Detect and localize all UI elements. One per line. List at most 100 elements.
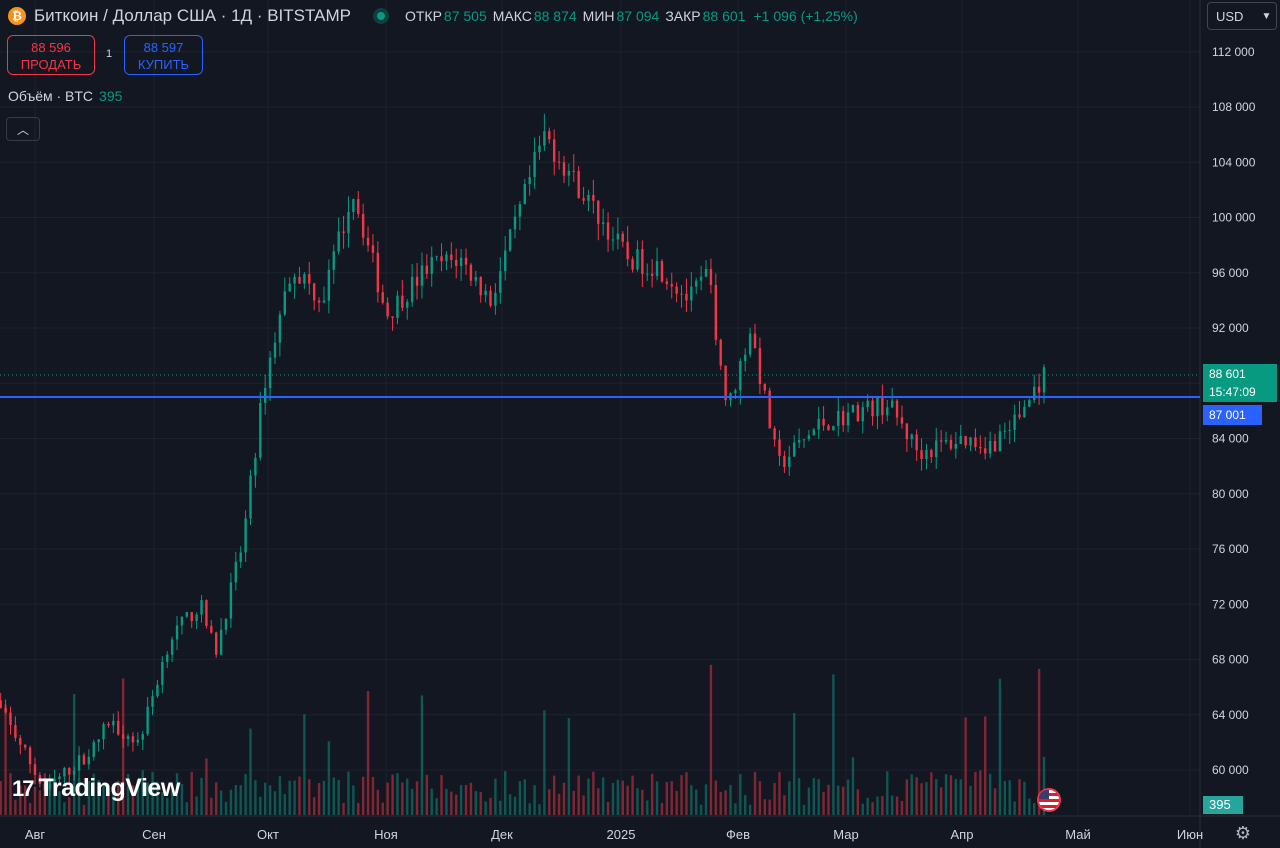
candle-body xyxy=(303,274,306,284)
ohlc-legend: ОТКР 87 505 МАКС 88 874 МИН 87 094 ЗАКР 88 6… xyxy=(405,8,858,24)
volume-bar xyxy=(283,794,286,815)
volume-bar xyxy=(939,787,943,815)
currency-select[interactable]: USD ▼ xyxy=(1207,2,1277,30)
candle-body xyxy=(616,233,620,240)
candle-body xyxy=(195,614,198,622)
candle-body xyxy=(959,436,962,444)
volume-bar xyxy=(58,791,61,815)
volume-bar xyxy=(293,780,296,815)
volume-bar xyxy=(631,775,634,815)
candle-body xyxy=(107,723,110,726)
volume-bar xyxy=(993,788,997,815)
volume-bar xyxy=(14,799,17,815)
candle-body xyxy=(768,390,771,429)
candle-body xyxy=(293,276,296,284)
tradingview-logo[interactable]: 17 TradingView xyxy=(12,774,180,803)
tradingview-logo-text: TradingView xyxy=(38,774,180,802)
volume-bar xyxy=(886,771,889,815)
us-flag-icon[interactable] xyxy=(1037,788,1061,812)
candle-body xyxy=(357,199,360,214)
candle-body xyxy=(156,684,159,697)
candle-body xyxy=(631,259,634,270)
volume-bar xyxy=(381,802,384,815)
volume-bar xyxy=(709,664,713,815)
x-tick-label: Дек xyxy=(491,827,513,842)
close-label: ЗАКР xyxy=(665,8,701,24)
volume-bar xyxy=(587,778,590,815)
candle-body xyxy=(1037,386,1041,393)
volume-bar xyxy=(308,779,311,815)
volume-bar xyxy=(484,801,487,815)
candle-body xyxy=(97,739,100,743)
candle-body xyxy=(347,212,350,234)
candle-body xyxy=(792,442,796,457)
candle-body xyxy=(401,295,404,308)
candle-body xyxy=(322,300,326,303)
volume-bar xyxy=(861,803,864,815)
candle-body xyxy=(993,440,997,452)
volume-bar xyxy=(935,779,938,815)
candle-body xyxy=(161,661,164,685)
volume-bar xyxy=(259,796,262,815)
candle-body xyxy=(797,440,801,443)
collapse-legend-button[interactable]: ︿ xyxy=(6,117,40,141)
sell-label: ПРОДАТЬ xyxy=(20,57,82,72)
volume-bar xyxy=(410,788,414,815)
volume-bar xyxy=(1003,781,1007,815)
volume-bar xyxy=(361,776,365,815)
candle-body xyxy=(263,387,267,403)
gear-icon[interactable]: ⚙ xyxy=(1234,823,1252,843)
candle-body xyxy=(376,252,380,293)
y-tick-label: 92 000 xyxy=(1212,321,1249,335)
candle-body xyxy=(224,618,228,630)
candle-body xyxy=(1023,406,1026,418)
volume-bar xyxy=(562,782,566,815)
candle-body xyxy=(675,286,678,294)
volume-bar xyxy=(112,787,115,815)
candle-body xyxy=(944,439,948,442)
candle-body xyxy=(734,390,737,394)
candle-body xyxy=(249,475,252,519)
candle-body xyxy=(185,612,189,617)
candle-body xyxy=(391,316,394,318)
candle-body xyxy=(895,400,899,418)
symbol-title[interactable]: Биткоин / Доллар США · 1Д · BITSTAMP xyxy=(34,6,351,25)
chevron-down-icon: ▼ xyxy=(1261,10,1272,22)
candle-body xyxy=(273,342,277,358)
buy-button[interactable]: 88 597 КУПИТЬ xyxy=(124,35,203,75)
volume-bar xyxy=(641,789,644,815)
high-label: МАКС xyxy=(492,8,532,24)
candle-body xyxy=(621,233,624,242)
volume-bar xyxy=(175,773,179,815)
volume-bar xyxy=(724,790,727,815)
candle-body xyxy=(587,194,590,201)
candle-body xyxy=(68,767,71,775)
candle-body xyxy=(690,286,693,301)
volume-bar xyxy=(905,779,909,815)
volume-legend[interactable]: Объём · BTC 395 xyxy=(8,88,122,104)
candle-body xyxy=(229,582,233,619)
candle-body xyxy=(410,276,414,302)
volume-bar xyxy=(499,800,502,815)
volume-bar xyxy=(626,785,629,815)
volume-bar xyxy=(606,801,610,815)
time-axis[interactable]: Авг Сен Окт Ноя Дек 2025 Фев Мар Апр Май Июн xyxy=(25,827,1203,842)
candle-body xyxy=(881,397,884,416)
candle-body xyxy=(1013,414,1016,430)
volume-bar xyxy=(513,796,517,815)
volume-bar xyxy=(205,758,208,815)
volume-bar xyxy=(508,794,512,815)
candle-body xyxy=(361,213,365,238)
candle-body xyxy=(646,273,649,275)
candle-body xyxy=(998,431,1002,452)
volume-bar xyxy=(195,796,198,815)
candle-body xyxy=(23,744,27,748)
volume-bar xyxy=(53,780,56,815)
volume-bar xyxy=(744,795,747,815)
x-tick-label: Авг xyxy=(25,827,46,842)
sell-button[interactable]: 88 596 ПРОДАТЬ xyxy=(7,35,95,75)
volume-bar xyxy=(660,802,664,815)
candle-body xyxy=(308,274,311,284)
last-price-tag: 88 601 15:47:09 xyxy=(1203,364,1277,402)
